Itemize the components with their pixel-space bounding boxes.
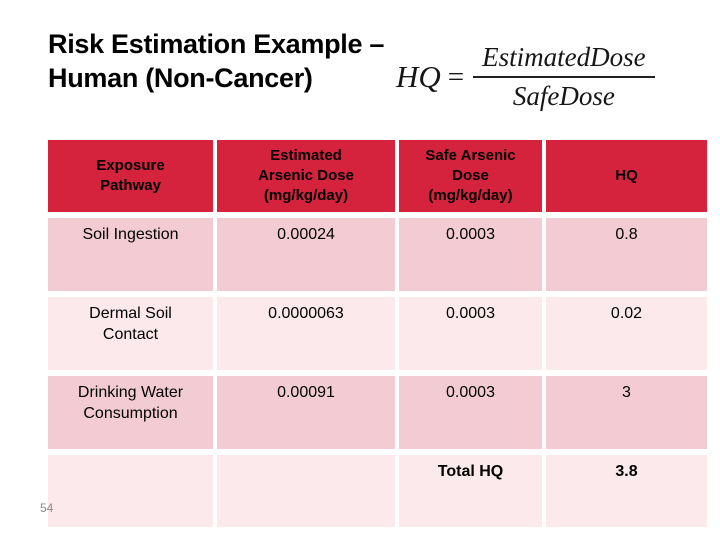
header-cell-hq: HQ [546, 140, 707, 212]
page-title: Risk Estimation Example – Human (Non-Can… [48, 27, 384, 95]
title-line-1: Risk Estimation Example – [48, 29, 385, 59]
cell-pathway: Drinking Water Consumption [48, 376, 213, 449]
cell-hq: 0.02 [546, 297, 707, 370]
cell-empty [217, 455, 395, 527]
total-hq-value: 3.8 [546, 455, 707, 527]
cell-safe-dose: 0.0003 [399, 376, 542, 449]
formula-fraction: EstimatedDose SafeDose [473, 42, 655, 112]
formula-denominator: SafeDose [512, 81, 615, 111]
slide-page-number: 54 [40, 501, 54, 515]
header-cell-safe-dose: Safe Arsenic Dose (mg/kg/day) [399, 140, 542, 212]
cell-safe-dose: 0.0003 [399, 218, 542, 291]
cell-hq: 0.8 [546, 218, 707, 291]
hq-table: Exposure Pathway Estimated Arsenic Dose … [44, 134, 711, 533]
header-cell-exposure-pathway: Exposure Pathway [48, 140, 213, 212]
table-row-drinking-water: Drinking Water Consumption 0.00091 0.000… [48, 376, 707, 449]
title-line-2: Human (Non-Cancer) [48, 63, 313, 93]
cell-hq: 3 [546, 376, 707, 449]
cell-estimated-dose: 0.0000063 [217, 297, 395, 370]
cell-pathway: Dermal Soil Contact [48, 297, 213, 370]
cell-pathway: Soil Ingestion [48, 218, 213, 291]
cell-estimated-dose: 0.00091 [217, 376, 395, 449]
cell-empty [48, 455, 213, 527]
header-cell-estimated-dose: Estimated Arsenic Dose (mg/kg/day) [217, 140, 395, 212]
hq-formula: HQ = EstimatedDose SafeDose [396, 42, 655, 112]
cell-safe-dose: 0.0003 [399, 297, 542, 370]
cell-estimated-dose: 0.00024 [217, 218, 395, 291]
formula-numerator: EstimatedDose [473, 42, 655, 78]
table-row-dermal-soil-contact: Dermal Soil Contact 0.0000063 0.0003 0.0… [48, 297, 707, 370]
table-header-row: Exposure Pathway Estimated Arsenic Dose … [48, 140, 707, 212]
table-row-soil-ingestion: Soil Ingestion 0.00024 0.0003 0.8 [48, 218, 707, 291]
formula-lhs: HQ [396, 59, 441, 94]
total-hq-label: Total HQ [399, 455, 542, 527]
formula-equals-sign: = [447, 60, 465, 93]
table-row-total: Total HQ 3.8 [48, 455, 707, 527]
